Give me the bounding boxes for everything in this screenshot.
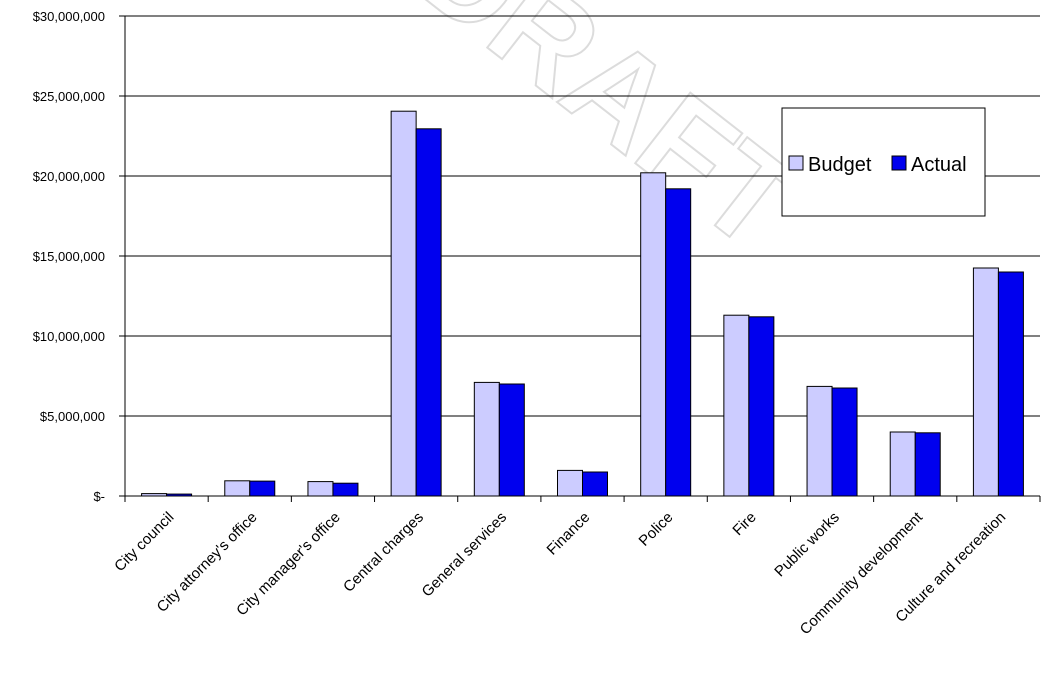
bar-actual-5	[582, 471, 608, 497]
category-label: Fire	[729, 509, 759, 539]
bar-actual-8	[831, 387, 858, 497]
bar-budget-10	[972, 267, 999, 497]
y-tick-label: $-	[93, 489, 105, 504]
category-label: Central charges	[340, 509, 427, 596]
category-label: General services	[419, 509, 511, 601]
bar-actual-7	[748, 316, 775, 497]
y-tick-label: $30,000,000	[33, 9, 105, 24]
y-tick-label: $15,000,000	[33, 249, 105, 264]
y-axis-tick-labels: $- $5,000,000 $10,000,000 $15,000,000 $20,00…	[33, 9, 105, 504]
bars	[141, 110, 1024, 497]
legend-box	[781, 107, 986, 217]
bar-actual-4	[498, 383, 525, 497]
y-tick-label: $20,000,000	[33, 169, 105, 184]
bar-actual-1	[249, 480, 276, 497]
bar-actual-6	[665, 188, 692, 497]
bar-budget-3	[390, 110, 417, 497]
category-label: Finance	[544, 509, 594, 559]
bar-budget-5	[557, 469, 583, 497]
bar-actual-2	[332, 482, 359, 497]
bar-budget-1	[224, 480, 251, 497]
axes	[124, 16, 1041, 502]
bar-actual-3	[415, 128, 442, 497]
bar-actual-9	[914, 432, 941, 497]
category-label: Police	[636, 509, 677, 550]
y-tick-label: $25,000,000	[33, 89, 105, 104]
y-tick-label: $5,000,000	[40, 409, 105, 424]
bar-budget-8	[806, 385, 833, 497]
bar-actual-10	[997, 271, 1024, 497]
bar-budget-9	[889, 431, 916, 497]
category-label: Public works	[771, 509, 843, 581]
bar-budget-6	[640, 172, 667, 497]
gridlines	[119, 15, 1040, 497]
legend: Budget Actual	[781, 107, 986, 217]
bar-budget-2	[307, 481, 334, 497]
category-label: City council	[111, 509, 177, 575]
legend-swatch-budget	[788, 155, 804, 171]
legend-swatch-actual	[891, 155, 907, 171]
legend-label-actual: Actual	[911, 154, 967, 176]
bar-budget-4	[473, 381, 500, 497]
bar-budget-7	[723, 314, 750, 497]
legend-label-budget: Budget	[808, 154, 872, 176]
y-tick-label: $10,000,000	[33, 329, 105, 344]
draft-watermark: DRAFT	[389, 0, 826, 278]
